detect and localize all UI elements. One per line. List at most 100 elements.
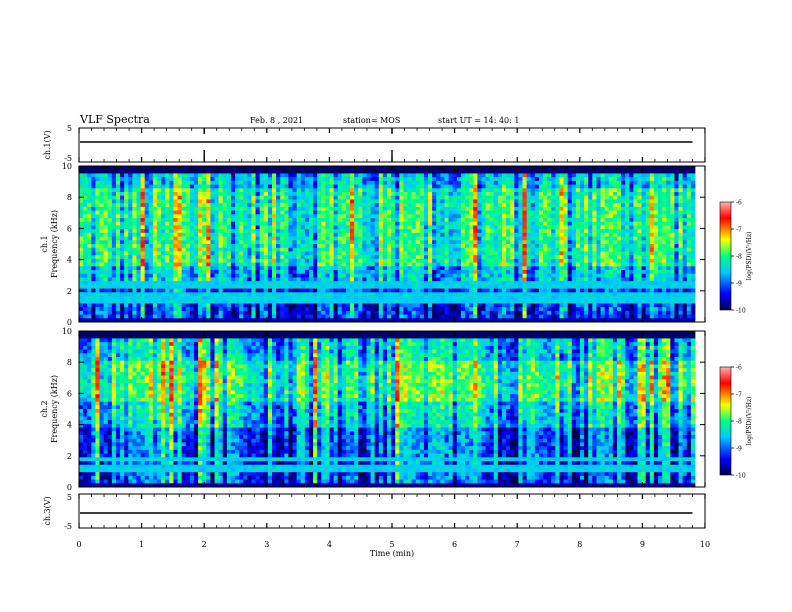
spectrogram-cell [514, 314, 519, 319]
spectrogram-cell [115, 270, 121, 275]
spectrogram-cell [177, 195, 183, 200]
spectrogram-cell [115, 303, 121, 308]
spectrogram-cell [111, 236, 117, 241]
spectrogram-cell [444, 310, 449, 315]
ch1-waveform-spikes [203, 128, 393, 162]
spectrogram-cell [497, 266, 503, 271]
spectrogram-cell [120, 262, 125, 267]
spectrogram-cell [169, 273, 174, 278]
spectrogram-cell [308, 270, 314, 275]
spectrogram-cell [423, 184, 429, 189]
spectrogram-cell [144, 206, 150, 211]
spectrogram-cell [292, 310, 298, 315]
spectrogram-cell [214, 214, 220, 219]
spectrogram-cell [95, 247, 100, 252]
spectrogram-cell [543, 173, 548, 178]
spectrogram-cell [144, 203, 150, 208]
spectrogram-cell [218, 166, 224, 171]
spectrogram-cell [473, 173, 478, 178]
spectrogram-cell [543, 255, 548, 260]
spectrogram-cell [218, 247, 224, 252]
spectrogram-cell [518, 288, 523, 293]
spectrogram-cell [292, 177, 298, 182]
spectrogram-cell [259, 232, 265, 237]
spectrogram-cell [469, 173, 474, 178]
spectrogram-cell [370, 310, 376, 315]
spectrogram-cell [358, 299, 363, 304]
spectrogram-cell [226, 255, 232, 260]
spectrogram-cell [465, 240, 470, 245]
spectrogram-cell [226, 240, 232, 245]
spectrogram-cell [313, 173, 318, 178]
spectrogram-cell [395, 273, 400, 278]
spectrogram-cell [185, 251, 191, 256]
spectrogram-cell [202, 262, 207, 267]
spectrogram-cell [501, 281, 507, 286]
spectrogram-cell [465, 307, 470, 312]
spectrogram-cell [267, 206, 273, 211]
spectrogram-cell [152, 262, 158, 267]
spectrogram-cell [235, 188, 240, 193]
spectrogram-cell [288, 214, 293, 219]
spectrogram-cell [103, 251, 109, 256]
spectrogram-cell [419, 221, 425, 226]
spectrogram-cell [103, 262, 109, 267]
spectrogram-cell [374, 273, 380, 278]
spectrogram-cell [313, 195, 318, 200]
spectrogram-cell [230, 244, 236, 249]
spectrogram-cell [247, 203, 252, 208]
spectrogram-cell [403, 166, 408, 171]
spectrogram-cell [518, 195, 523, 200]
spectrogram-cell [506, 318, 511, 323]
spectrogram-cell [152, 166, 158, 171]
spectrogram-cell [526, 284, 532, 289]
spectrogram-cell [308, 203, 314, 208]
spectrogram-cell [239, 206, 244, 211]
spectrogram-cell [477, 273, 482, 278]
spectrogram-cell [128, 195, 133, 200]
ch1-spectrogram-cells [79, 166, 696, 323]
spectrogram-cell [239, 303, 244, 308]
spectrogram-cell [185, 247, 191, 252]
spectrogram-cell [407, 292, 413, 297]
spectrogram-cell [538, 225, 544, 230]
spectrogram-cell [543, 296, 548, 301]
spectrogram-cell [551, 236, 556, 241]
spectrogram-cell [243, 236, 248, 241]
spectrogram-cell [132, 192, 137, 197]
spectrogram-cell [189, 314, 195, 319]
spectrogram-cell [345, 240, 351, 245]
spectrogram-cell [185, 210, 191, 215]
spectrogram-cell [230, 281, 236, 286]
spectrogram-cell [403, 173, 408, 178]
spectrogram-cell [493, 199, 499, 204]
spectrogram-cell [518, 229, 523, 234]
spectrogram-cell [506, 195, 511, 200]
spectrogram-cell [103, 199, 109, 204]
spectrogram-cell [506, 255, 511, 260]
spectrogram-cell [157, 177, 162, 182]
spectrogram-cell [206, 284, 211, 289]
spectrogram-cell [469, 169, 474, 174]
spectrogram-cell [419, 247, 425, 252]
spectrogram-cell [460, 199, 466, 204]
spectrogram-cell [169, 218, 174, 223]
spectrogram-cell [107, 262, 113, 267]
spectrogram-cell [317, 184, 322, 189]
spectrogram-cell [362, 225, 367, 230]
spectrogram-cell [152, 314, 158, 319]
spectrogram-cell [267, 258, 273, 263]
spectrogram-cell [272, 262, 277, 267]
spectrogram-cell [124, 203, 129, 208]
spectrogram-cell [493, 225, 499, 230]
spectrogram-cell [510, 173, 515, 178]
spectrogram-cell [107, 236, 113, 241]
spectrogram-cell [514, 255, 519, 260]
spectrogram-cell [489, 244, 495, 249]
spectrogram-cell [193, 166, 199, 171]
spectrogram-cell [247, 266, 252, 271]
spectrogram-cell [210, 173, 215, 178]
spectrogram-cell [284, 188, 289, 193]
spectrogram-cell [169, 277, 174, 282]
spectrogram-cell [251, 310, 256, 315]
